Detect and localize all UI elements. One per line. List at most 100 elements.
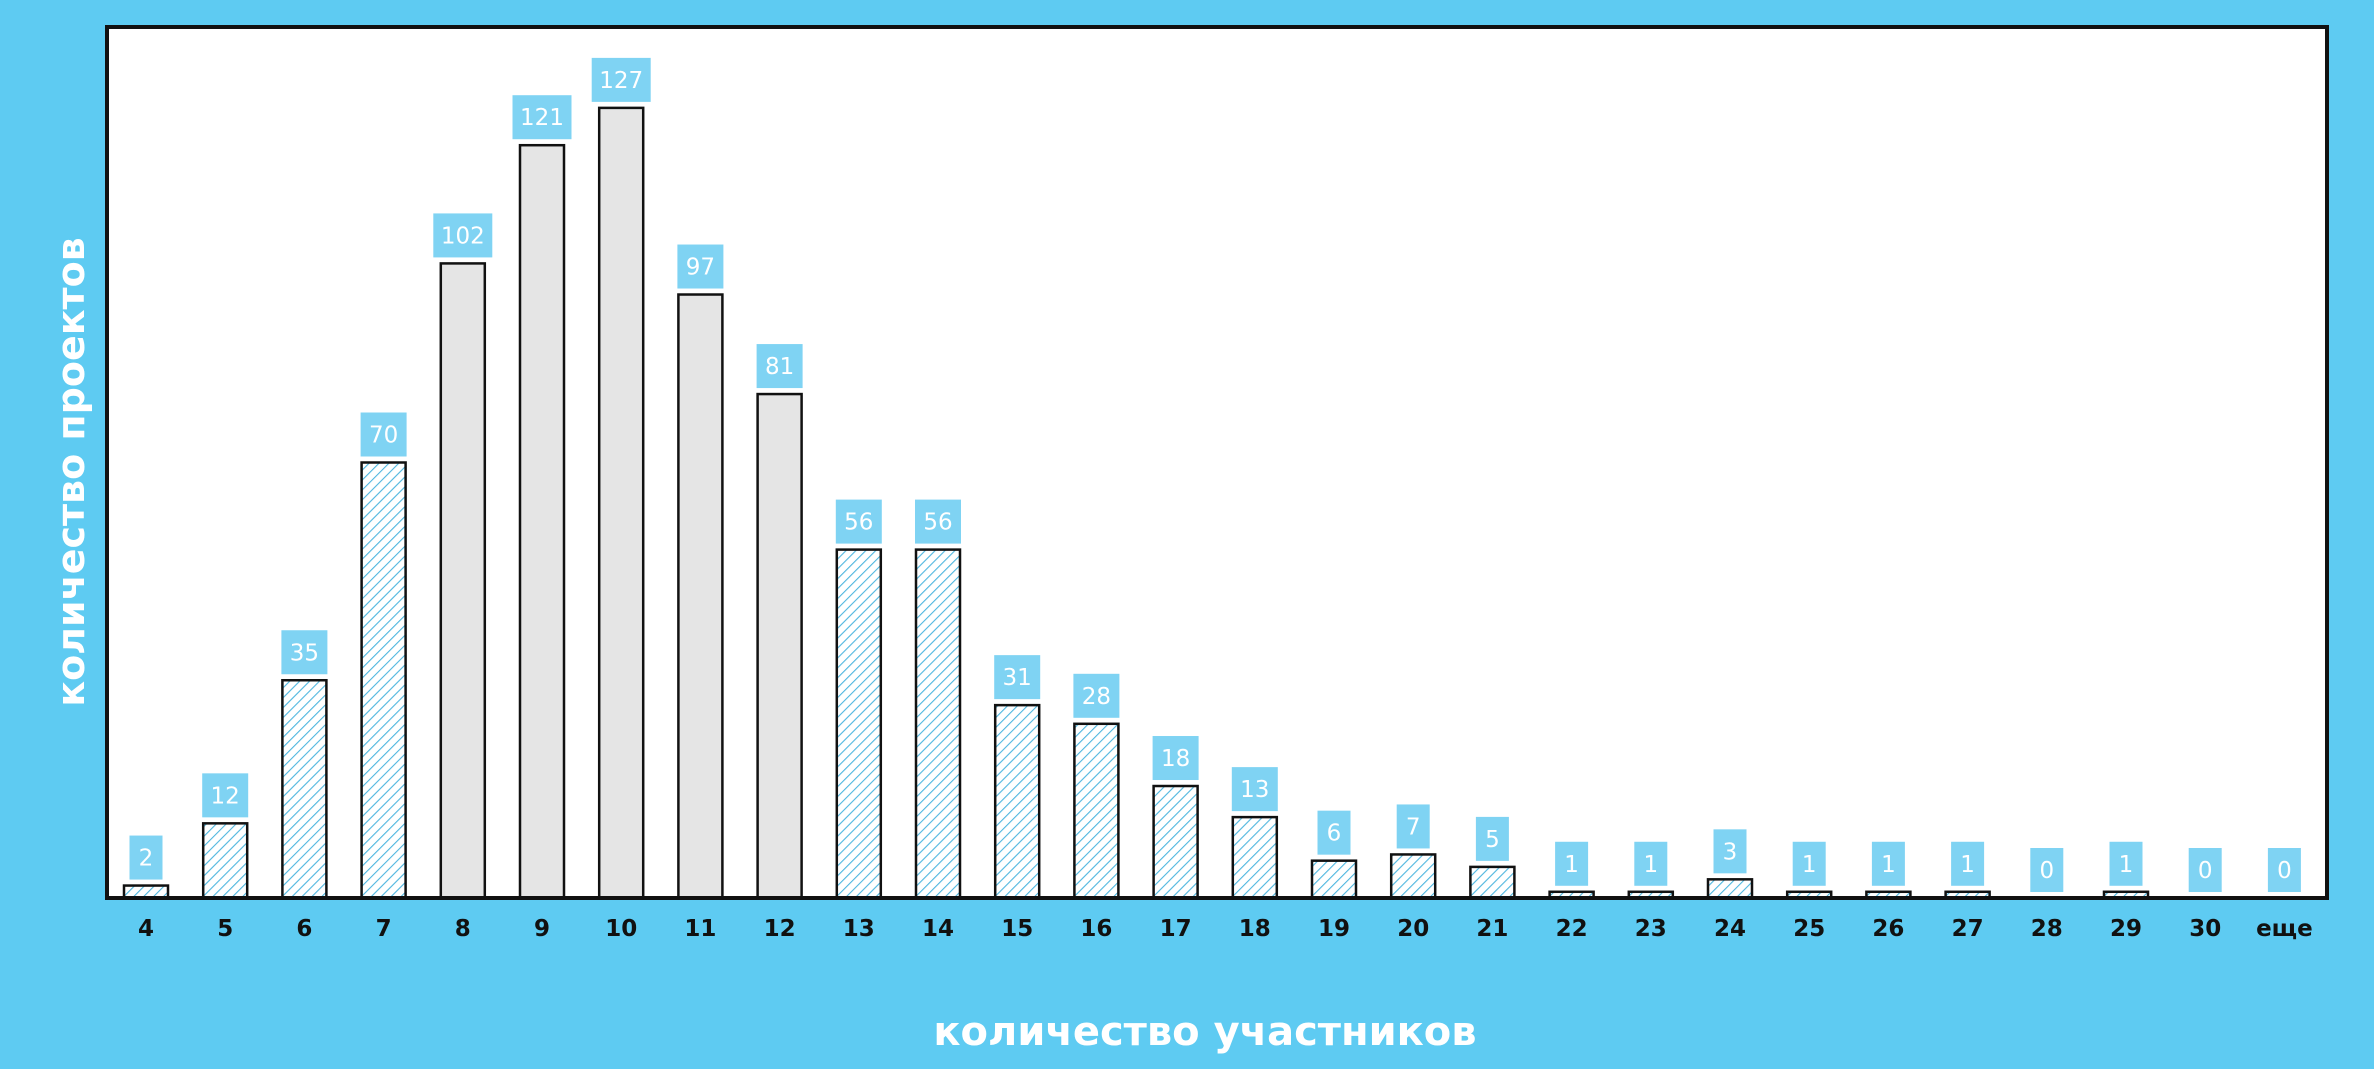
data-label-16: 28 [1082, 684, 1111, 710]
bar-17 [1152, 784, 1199, 900]
bar-24 [1706, 878, 1754, 900]
x-tick-16: 16 [1080, 916, 1112, 942]
x-tick-14: 14 [922, 916, 954, 942]
x-tick-22: 22 [1556, 916, 1588, 942]
x-tick-23: 23 [1635, 916, 1667, 942]
data-label-box-17 [1152, 736, 1199, 781]
data-label-7: 70 [369, 423, 398, 449]
data-label-еще: 0 [2277, 858, 2292, 884]
bar-9 [518, 143, 566, 900]
data-label-box-12 [756, 344, 803, 389]
x-tick-26: 26 [1872, 916, 1904, 942]
data-label-13: 56 [844, 510, 873, 536]
data-label-19: 6 [1327, 821, 1342, 847]
data-label-box-27 [1951, 841, 1985, 886]
data-label-12: 81 [765, 354, 794, 380]
data-label-box-24 [1713, 829, 1747, 874]
x-tick-7: 7 [376, 916, 392, 942]
data-label-4: 2 [139, 846, 154, 872]
x-tick-29: 29 [2110, 916, 2142, 942]
data-label-24: 3 [1723, 839, 1738, 865]
x-axis-title: количество участников [933, 1009, 1476, 1055]
data-label-6: 35 [290, 640, 319, 666]
data-label-box-еще [2267, 848, 2301, 892]
x-tick-4: 4 [138, 916, 154, 942]
x-tick-8: 8 [455, 916, 471, 942]
x-tick-20: 20 [1397, 916, 1429, 942]
bar-8 [439, 262, 487, 900]
x-tick-25: 25 [1793, 916, 1825, 942]
bar-15 [993, 703, 1041, 900]
data-label-box-5 [202, 773, 249, 818]
data-label-box-21 [1475, 816, 1509, 861]
x-tick-17: 17 [1160, 916, 1192, 942]
y-axis-title: количество проектов [49, 237, 93, 706]
data-label-box-29 [2109, 841, 2143, 886]
data-label-9: 121 [520, 105, 564, 131]
bars-layer [122, 106, 2150, 900]
x-tick-еще: еще [2256, 916, 2313, 942]
data-label-box-30 [2188, 848, 2222, 892]
data-label-box-23 [1634, 841, 1668, 886]
bar-20 [1389, 853, 1437, 900]
bar-10 [597, 106, 645, 900]
data-label-14: 56 [923, 510, 952, 536]
data-label-26: 1 [1881, 852, 1896, 878]
data-label-box-10 [591, 57, 651, 102]
bar-18 [1231, 815, 1279, 900]
x-tick-21: 21 [1476, 916, 1508, 942]
data-label-box-19 [1317, 810, 1351, 855]
x-tick-12: 12 [764, 916, 796, 942]
bar-19 [1310, 859, 1358, 900]
data-label-20: 7 [1406, 814, 1421, 840]
data-label-box-13 [835, 499, 882, 544]
data-label-box-6 [281, 630, 328, 675]
data-label-8: 102 [441, 223, 485, 249]
data-label-15: 31 [1003, 665, 1032, 691]
data-label-22: 1 [1564, 852, 1579, 878]
x-tick-5: 5 [217, 916, 233, 942]
bar-6 [281, 679, 328, 900]
bar-16 [1073, 722, 1120, 900]
data-label-box-8 [433, 213, 493, 258]
data-label-box-26 [1871, 841, 1905, 886]
data-label-box-7 [360, 412, 407, 457]
bar-11 [677, 293, 724, 900]
bar-5 [201, 822, 249, 900]
data-label-18: 13 [1240, 777, 1269, 803]
data-label-30: 0 [2198, 858, 2213, 884]
data-label-27: 1 [1960, 852, 1975, 878]
x-tick-19: 19 [1318, 916, 1350, 942]
x-ticks-layer: 4 5 6 7 8 9 10 11 12 13 14 15 16 17 18 19 20 21 22 23 24 25 26… [138, 916, 2313, 942]
data-label-box-28 [2030, 848, 2064, 892]
data-label-29: 1 [2119, 852, 2134, 878]
x-tick-18: 18 [1239, 916, 1271, 942]
bar-14 [914, 548, 962, 900]
data-label-10: 127 [599, 68, 643, 94]
data-label-box-20 [1396, 804, 1430, 849]
data-label-28: 0 [2039, 858, 2054, 884]
x-tick-10: 10 [605, 916, 637, 942]
x-tick-28: 28 [2031, 916, 2063, 942]
data-label-17: 18 [1161, 746, 1190, 772]
bar-13 [835, 548, 883, 900]
data-label-23: 1 [1643, 852, 1658, 878]
data-label-11: 97 [686, 255, 715, 281]
x-tick-6: 6 [296, 916, 312, 942]
x-tick-13: 13 [843, 916, 875, 942]
bar-12 [756, 392, 803, 900]
x-tick-15: 15 [1001, 916, 1033, 942]
x-tick-27: 27 [1952, 916, 1984, 942]
data-label-5: 12 [211, 783, 240, 809]
data-label-box-22 [1555, 841, 1589, 886]
data-label-21: 5 [1485, 827, 1500, 853]
data-label-box-25 [1792, 841, 1826, 886]
data-label-box-18 [1231, 767, 1278, 812]
bar-7 [360, 461, 407, 900]
x-tick-30: 30 [2189, 916, 2221, 942]
bar-21 [1469, 865, 1516, 900]
x-tick-9: 9 [534, 916, 550, 942]
data-label-box-11 [677, 244, 724, 289]
